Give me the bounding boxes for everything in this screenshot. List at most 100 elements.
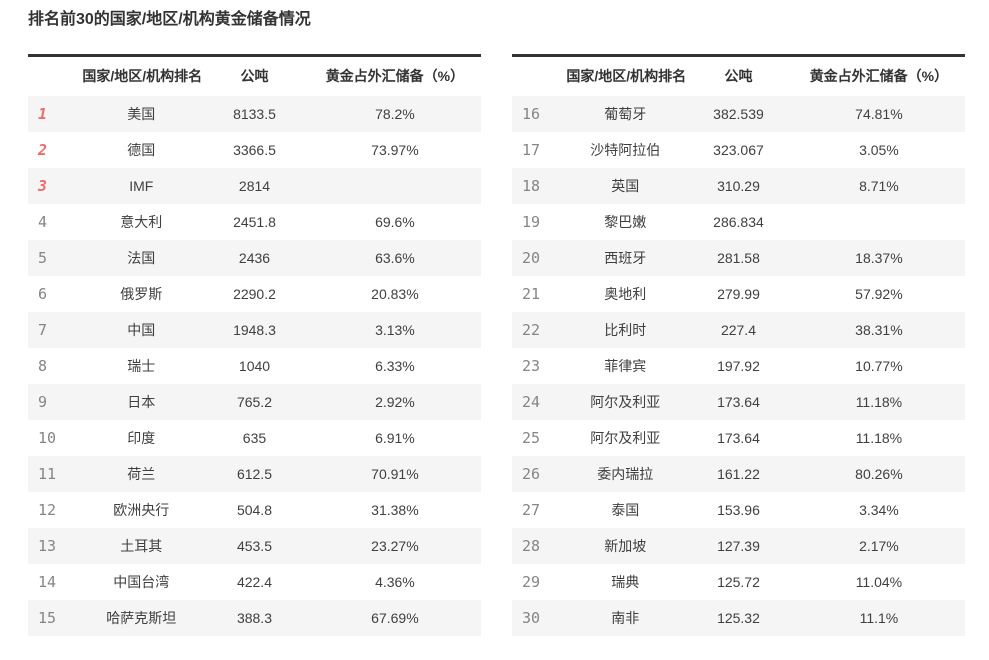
percent-cell: 63.6%	[375, 249, 415, 266]
table-row: 5 法国 2436 63.6%	[28, 239, 481, 276]
tons-cell: 3366.5	[233, 141, 276, 158]
tons-cell: 279.99	[717, 285, 760, 302]
tons-cell: 125.32	[717, 609, 760, 626]
rank-cell: 8	[38, 356, 48, 375]
percent-cell: 6.33%	[375, 357, 415, 374]
header-gold-fx-percent: 黄金占外汇储备（%）	[325, 68, 465, 85]
table-row: 3 IMF 2814	[28, 167, 481, 204]
page: 排名前30的国家/地区/机构黄金储备情况 国家/地区/机构排名 公吨 黄金占外汇…	[0, 9, 989, 636]
percent-cell: 3.13%	[375, 321, 415, 338]
rank-cell: 19	[522, 212, 541, 231]
header-country: 国家/地区/机构排名	[566, 68, 687, 85]
header-rank-spacer	[512, 56, 566, 96]
percent-cell: 3.05%	[859, 141, 899, 158]
table-row: 13 土耳其 453.5 23.27%	[28, 527, 481, 564]
tons-cell: 125.72	[717, 573, 760, 590]
tables-container: 国家/地区/机构排名 公吨 黄金占外汇储备（%） 1 美国 8133.5 78.2% 2…	[28, 54, 965, 636]
table-row: 1 美国 8133.5 78.2%	[28, 95, 481, 132]
country-cell: 哈萨克斯坦	[106, 609, 177, 626]
table-row: 11 荷兰 612.5 70.91%	[28, 455, 481, 492]
table-row: 18 英国 310.29 8.71%	[512, 167, 965, 204]
table-row: 20 西班牙 281.58 18.37%	[512, 239, 965, 276]
rank-cell: 16	[522, 104, 541, 123]
country-cell: 俄罗斯	[120, 285, 163, 302]
percent-cell: 67.69%	[371, 609, 419, 626]
country-cell: 英国	[611, 177, 640, 194]
rank-cell: 2	[38, 140, 48, 159]
table-row: 15 哈萨克斯坦 388.3 67.69%	[28, 599, 481, 636]
tons-cell: 504.8	[236, 501, 272, 518]
table-body: 16 葡萄牙 382.539 74.81% 17 沙特阿拉伯 323.067 3.05% 18 英…	[512, 95, 965, 636]
tons-cell: 310.29	[717, 177, 760, 194]
percent-cell: 23.27%	[371, 537, 419, 554]
percent-cell: 10.77%	[855, 357, 903, 374]
country-cell: 奥地利	[604, 285, 647, 302]
percent-cell: 70.91%	[371, 465, 419, 482]
percent-cell: 3.34%	[859, 501, 899, 518]
percent-cell	[309, 168, 481, 204]
percent-cell: 2.92%	[375, 393, 415, 410]
tons-cell: 227.4	[720, 321, 756, 338]
tons-cell: 1948.3	[233, 321, 276, 338]
rank-cell: 13	[38, 536, 57, 555]
percent-cell: 4.36%	[375, 573, 415, 590]
table-header: 国家/地区/机构排名 公吨 黄金占外汇储备（%）	[512, 55, 965, 96]
rank-cell: 11	[38, 464, 57, 483]
tons-cell: 382.539	[713, 105, 764, 122]
rank-cell: 5	[38, 248, 48, 267]
rank-cell: 29	[522, 572, 541, 591]
rank-cell: 21	[522, 284, 541, 303]
table-row: 29 瑞典 125.72 11.04%	[512, 564, 965, 600]
percent-cell	[793, 204, 965, 240]
header-row: 国家/地区/机构排名 公吨 黄金占外汇储备（%）	[512, 55, 965, 96]
table-row: 14 中国台湾 422.4 4.36%	[28, 564, 481, 600]
tons-cell: 2436	[238, 249, 271, 266]
tons-cell: 8133.5	[233, 105, 276, 122]
tons-cell: 127.39	[717, 537, 760, 554]
table-row: 9 日本 765.2 2.92%	[28, 383, 481, 420]
tons-cell: 173.64	[717, 429, 760, 446]
table-row: 23 菲律宾 197.92 10.77%	[512, 348, 965, 384]
country-cell: 泰国	[611, 501, 640, 518]
percent-cell: 8.71%	[859, 177, 899, 194]
percent-cell: 11.04%	[855, 573, 903, 590]
table-row: 10 印度 635 6.91%	[28, 420, 481, 456]
percent-cell: 73.97%	[371, 141, 419, 158]
table-row: 30 南非 125.32 11.1%	[512, 599, 965, 636]
country-cell: 中国	[127, 321, 156, 338]
table-row: 17 沙特阿拉伯 323.067 3.05%	[512, 132, 965, 168]
country-cell: IMF	[129, 177, 154, 194]
tons-cell: 1040	[238, 357, 271, 374]
header-row: 国家/地区/机构排名 公吨 黄金占外汇储备（%）	[28, 55, 481, 96]
percent-cell: 6.91%	[375, 429, 415, 446]
country-cell: 委内瑞拉	[597, 465, 654, 482]
country-cell: 葡萄牙	[604, 105, 647, 122]
country-cell: 土耳其	[120, 537, 163, 554]
percent-cell: 74.81%	[855, 105, 903, 122]
percent-cell: 31.38%	[371, 501, 419, 518]
tons-cell: 281.58	[717, 249, 760, 266]
tons-cell: 2451.8	[233, 213, 276, 230]
percent-cell: 80.26%	[855, 465, 903, 482]
country-cell: 阿尔及利亚	[590, 429, 661, 446]
rank-cell: 25	[522, 428, 541, 447]
tons-cell: 173.64	[717, 393, 760, 410]
table-row: 16 葡萄牙 382.539 74.81%	[512, 95, 965, 132]
table-row: 22 比利时 227.4 38.31%	[512, 311, 965, 348]
country-cell: 黎巴嫩	[604, 213, 647, 230]
tons-cell: 161.22	[717, 465, 760, 482]
tons-cell: 2290.2	[233, 285, 276, 302]
country-cell: 南非	[611, 609, 640, 626]
page-title: 排名前30的国家/地区/机构黄金储备情况	[28, 11, 311, 28]
rank-cell: 17	[522, 140, 541, 159]
rank-cell: 26	[522, 464, 541, 483]
tons-cell: 612.5	[236, 465, 272, 482]
country-cell: 比利时	[604, 321, 647, 338]
table-row: 4 意大利 2451.8 69.6%	[28, 204, 481, 240]
rank-cell: 15	[38, 608, 57, 627]
percent-cell: 20.83%	[371, 285, 419, 302]
rank-cell: 23	[522, 356, 541, 375]
rank-cell: 28	[522, 536, 541, 555]
country-cell: 德国	[127, 141, 156, 158]
percent-cell: 11.18%	[855, 393, 903, 410]
